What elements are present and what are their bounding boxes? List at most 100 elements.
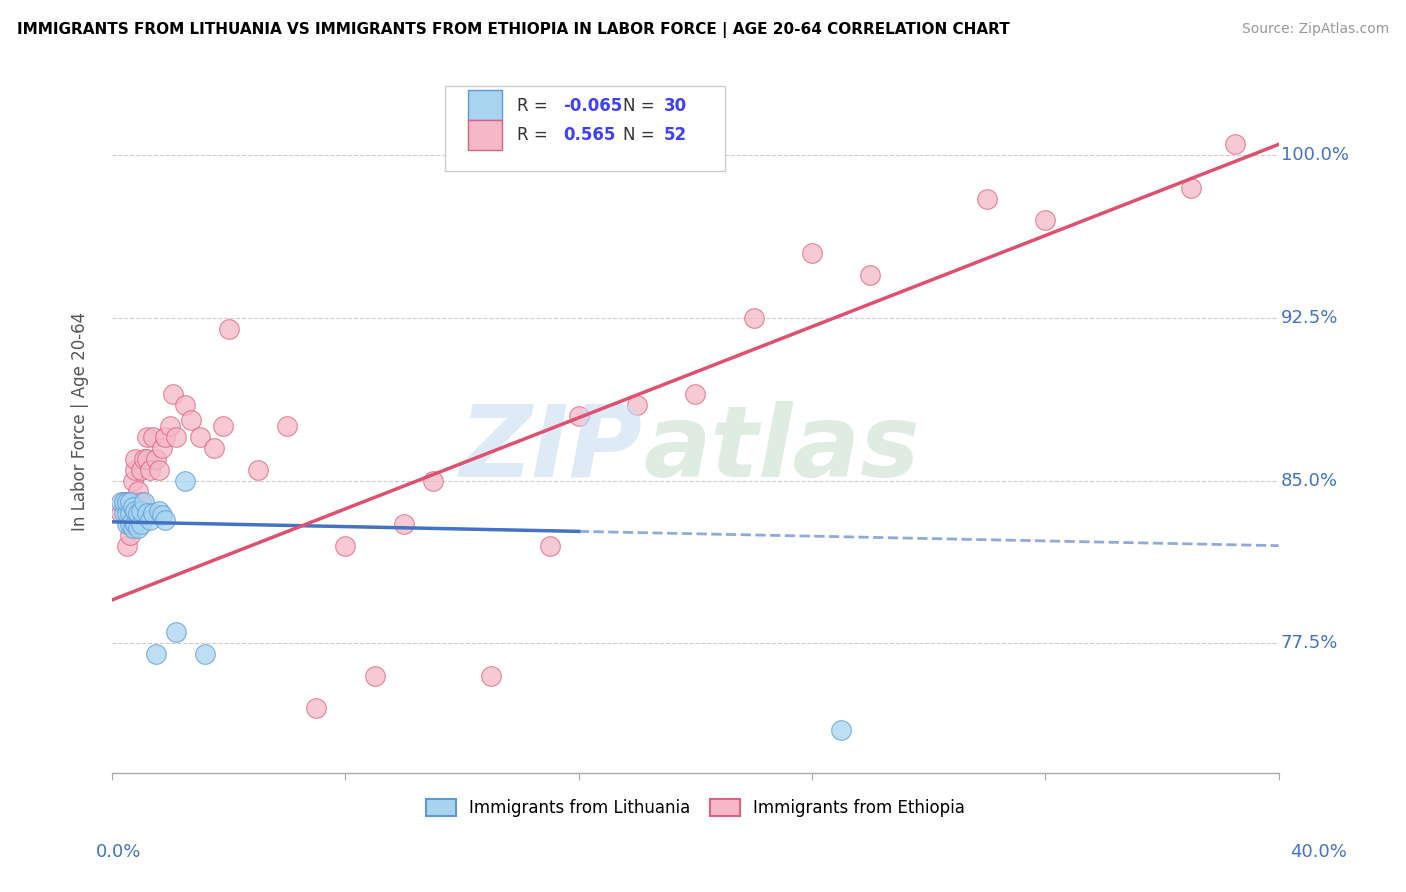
Y-axis label: In Labor Force | Age 20-64: In Labor Force | Age 20-64 [72, 311, 89, 531]
Point [148, 463, 170, 477]
Legend: Immigrants from Lithuania, Immigrants from Ethiopia: Immigrants from Lithuania, Immigrants fr… [418, 790, 973, 825]
Point [121, 516, 143, 531]
Point [976, 192, 998, 206]
Point [131, 504, 153, 518]
Point [742, 310, 765, 325]
Point [121, 513, 143, 527]
Point [115, 516, 138, 531]
Point [335, 539, 357, 553]
Point [136, 506, 159, 520]
FancyBboxPatch shape [468, 90, 502, 120]
Point [148, 504, 170, 518]
Text: atlas: atlas [643, 401, 920, 498]
Point [188, 430, 211, 444]
Text: -0.065: -0.065 [564, 97, 623, 115]
Text: R =: R = [517, 127, 558, 145]
Point [159, 419, 181, 434]
Point [165, 430, 187, 444]
Point [118, 506, 141, 520]
Point [830, 723, 852, 737]
Point [142, 506, 165, 520]
Point [626, 398, 648, 412]
Point [479, 669, 502, 683]
Point [136, 430, 159, 444]
Point [115, 495, 138, 509]
Text: 85.0%: 85.0% [1281, 472, 1339, 490]
Point [121, 474, 143, 488]
Point [124, 463, 146, 477]
Point [134, 495, 156, 509]
Point [127, 506, 149, 520]
Point [136, 451, 159, 466]
Point [801, 245, 824, 260]
Point [127, 506, 149, 520]
Point [363, 669, 385, 683]
Point [131, 516, 153, 531]
Text: ZIP: ZIP [460, 401, 643, 498]
Point [118, 516, 141, 531]
Point [139, 513, 162, 527]
Point [118, 495, 141, 509]
Point [142, 430, 165, 444]
Point [150, 508, 173, 523]
Point [276, 419, 298, 434]
Point [162, 387, 184, 401]
Point [124, 504, 146, 518]
Point [180, 413, 202, 427]
Point [131, 463, 153, 477]
Point [1033, 213, 1056, 227]
Point [422, 474, 444, 488]
FancyBboxPatch shape [444, 87, 724, 170]
Text: 52: 52 [664, 127, 688, 145]
Text: N =: N = [623, 127, 659, 145]
Text: N =: N = [623, 97, 659, 115]
Point [110, 506, 132, 520]
FancyBboxPatch shape [468, 120, 502, 150]
Point [218, 322, 240, 336]
Text: 100.0%: 100.0% [1281, 146, 1348, 164]
Point [121, 521, 143, 535]
Point [1223, 137, 1246, 152]
Text: 40.0%: 40.0% [1291, 843, 1347, 861]
Point [118, 495, 141, 509]
Point [139, 463, 162, 477]
Point [305, 701, 328, 715]
Point [202, 441, 225, 455]
Point [246, 463, 269, 477]
Point [112, 506, 135, 520]
Point [153, 430, 176, 444]
Point [145, 647, 167, 661]
Point [124, 451, 146, 466]
Point [212, 419, 235, 434]
Point [121, 500, 143, 514]
Point [112, 495, 135, 509]
Point [1180, 181, 1202, 195]
Text: IMMIGRANTS FROM LITHUANIA VS IMMIGRANTS FROM ETHIOPIA IN LABOR FORCE | AGE 20-64: IMMIGRANTS FROM LITHUANIA VS IMMIGRANTS … [17, 22, 1010, 38]
Point [127, 521, 149, 535]
Text: Source: ZipAtlas.com: Source: ZipAtlas.com [1241, 22, 1389, 37]
Point [124, 516, 146, 531]
Text: 77.5%: 77.5% [1281, 634, 1339, 652]
Point [127, 484, 149, 499]
Point [110, 495, 132, 509]
Text: 0.565: 0.565 [564, 127, 616, 145]
Point [153, 513, 176, 527]
Point [134, 451, 156, 466]
Point [121, 495, 143, 509]
Text: 0.0%: 0.0% [96, 843, 141, 861]
Point [115, 539, 138, 553]
Point [115, 506, 138, 520]
Point [174, 398, 197, 412]
Text: R =: R = [517, 97, 553, 115]
Point [859, 268, 882, 282]
Point [145, 451, 167, 466]
Point [174, 474, 197, 488]
Point [194, 647, 217, 661]
Point [131, 495, 153, 509]
Point [118, 528, 141, 542]
Point [115, 495, 138, 509]
Text: 30: 30 [664, 97, 688, 115]
Point [165, 625, 187, 640]
Point [150, 441, 173, 455]
Text: 92.5%: 92.5% [1281, 309, 1339, 327]
